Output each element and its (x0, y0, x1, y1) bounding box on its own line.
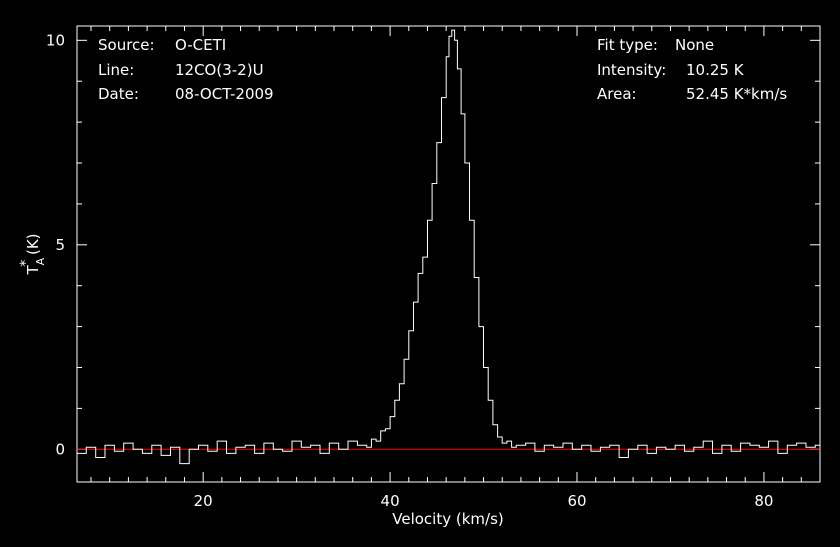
header-date-value: 08-OCT-2009 (175, 85, 274, 103)
header-date-label: Date: (98, 85, 139, 103)
header-source-label: Source: (98, 36, 155, 54)
header-area-value: 52.45 K*km/s (686, 85, 787, 103)
y-axis-label-sup: * (18, 260, 34, 267)
y-axis-label-sub: A (34, 257, 47, 265)
axis-tick-labels: 20 40 60 80 0 5 10 (46, 31, 774, 510)
header-line-label: Line: (98, 61, 134, 79)
header-fit-value: None (675, 36, 714, 54)
y-axis-label-unit: (K) (24, 233, 42, 259)
header-area-label: Area: (597, 85, 637, 103)
y-tick-label: 0 (55, 440, 65, 458)
header-intensity-label: Intensity: (597, 61, 666, 79)
x-tick-label: 60 (567, 492, 586, 510)
header-intensity-value: 10.25 K (686, 61, 745, 79)
y-axis-label-base: T (24, 265, 42, 276)
y-tick-label: 10 (46, 31, 65, 49)
spectrum-line (77, 29, 820, 465)
y-tick-label: 5 (55, 236, 65, 254)
x-tick-label: 20 (194, 492, 213, 510)
x-axis-label: Velocity (km/s) (392, 510, 503, 528)
header-fit-label: Fit type: (597, 36, 658, 54)
axis-ticks (77, 26, 821, 482)
header-line-value: 12CO(3-2)U (175, 61, 264, 79)
x-tick-label: 80 (754, 492, 773, 510)
plot-frame (76, 25, 821, 483)
header-source-value: O-CETI (175, 36, 226, 54)
y-axis-label: TA* (K) (18, 233, 47, 275)
x-tick-label: 40 (381, 492, 400, 510)
